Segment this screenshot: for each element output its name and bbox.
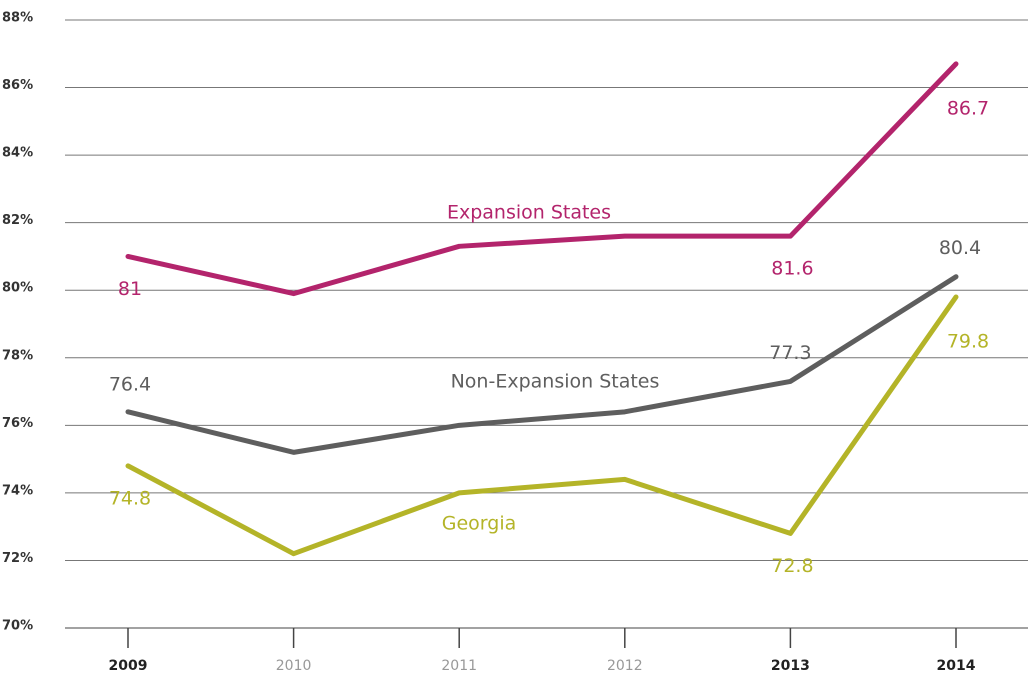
y-tick-label: 88% xyxy=(2,11,33,26)
series-name: Expansion States xyxy=(447,202,611,224)
series-line xyxy=(125,294,959,557)
y-tick-label: 74% xyxy=(2,483,33,498)
x-tick-label: 2009 xyxy=(109,658,148,674)
data-label: 81.6 xyxy=(771,258,813,280)
y-tick-label: 86% xyxy=(2,78,33,93)
y-tick-label: 84% xyxy=(2,146,33,161)
x-tick-label: 2012 xyxy=(607,658,643,674)
x-tick-label: 2010 xyxy=(276,658,312,674)
x-tick-label: 2013 xyxy=(771,658,810,674)
data-label: 76.4 xyxy=(109,373,151,395)
series-name: Georgia xyxy=(442,513,517,535)
data-label: 80.4 xyxy=(939,237,981,259)
y-tick-label: 76% xyxy=(2,416,33,431)
y-tick-label: 82% xyxy=(2,213,33,228)
data-label: 72.8 xyxy=(771,555,813,577)
data-label: 79.8 xyxy=(947,330,989,352)
data-label: 86.7 xyxy=(947,97,989,119)
y-tick-label: 72% xyxy=(2,551,33,566)
data-label: 74.8 xyxy=(109,487,151,509)
series-line xyxy=(125,274,959,455)
x-tick-label: 2014 xyxy=(937,658,976,674)
series-name: Non-Expansion States xyxy=(451,371,660,393)
data-label: 81 xyxy=(118,278,142,300)
y-tick-label: 78% xyxy=(2,348,33,363)
y-tick-label: 70% xyxy=(2,619,33,634)
x-tick-label: 2011 xyxy=(441,658,477,674)
series-line xyxy=(125,61,959,297)
y-tick-label: 80% xyxy=(2,281,33,296)
data-label: 77.3 xyxy=(769,342,811,364)
